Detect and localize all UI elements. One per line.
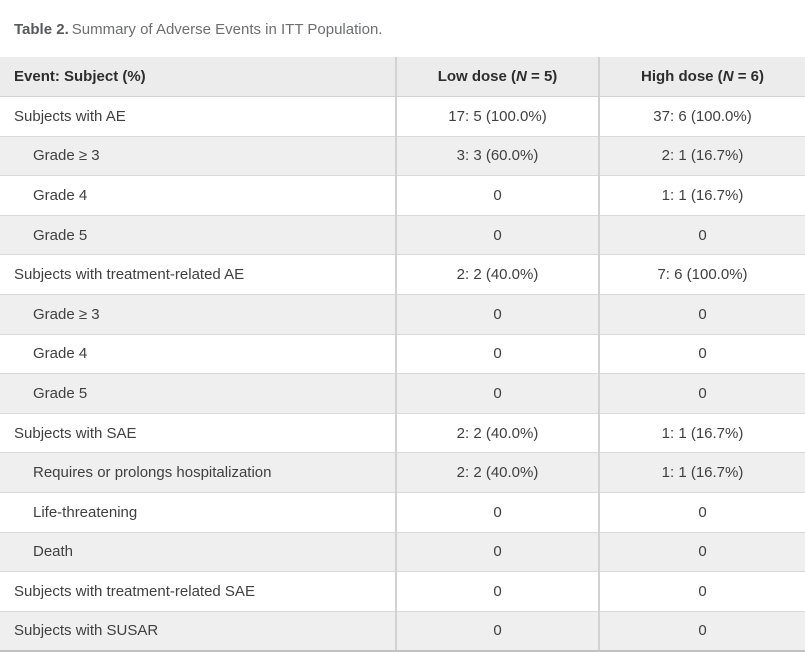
table-row: Subjects with AE 17: 5 (100.0%) 37: 6 (1… — [0, 96, 805, 137]
high-dose-cell: 2: 1 (16.7%) — [598, 136, 805, 177]
table-row: Subjects with treatment-related SAE 0 0 — [0, 571, 805, 612]
high-dose-cell: 1: 1 (16.7%) — [598, 413, 805, 454]
table-row: Requires or prolongs hospitalization 2: … — [0, 452, 805, 494]
low-dose-cell: 2: 2 (40.0%) — [395, 413, 599, 454]
low-dose-cell: 0 — [395, 571, 599, 612]
high-dose-cell: 1: 1 (16.7%) — [598, 175, 805, 216]
high-dose-cell: 0 — [598, 532, 805, 573]
low-dose-cell: 0 — [395, 492, 599, 533]
table-row: Grade 5 0 0 — [0, 373, 805, 414]
high-dose-cell: 0 — [598, 373, 805, 414]
low-dose-cell: 0 — [395, 294, 599, 335]
high-dose-cell: 37: 6 (100.0%) — [598, 96, 805, 137]
event-cell: Subjects with SUSAR — [0, 611, 396, 652]
low-dose-label-pre: Low dose ( — [437, 68, 517, 86]
low-dose-label-post: = 5) — [526, 68, 558, 86]
high-dose-label-pre: High dose ( — [641, 68, 723, 86]
low-dose-cell: 17: 5 (100.0%) — [395, 96, 599, 137]
low-dose-cell: 0 — [395, 334, 599, 375]
table-caption-label: Table 2. — [14, 21, 69, 38]
low-dose-cell: 0 — [395, 175, 599, 216]
table-body: Subjects with AE 17: 5 (100.0%) 37: 6 (1… — [0, 96, 805, 652]
high-dose-cell: 0 — [598, 334, 805, 375]
event-cell: Grade 5 — [0, 215, 396, 256]
adverse-events-table: Event: Subject (%) Low dose (N = 5) High… — [0, 57, 805, 652]
table-caption-text: Summary of Adverse Events in ITT Populat… — [71, 21, 383, 38]
high-dose-cell: 0 — [598, 294, 805, 335]
low-dose-cell: 0 — [395, 373, 599, 414]
header-row: Event: Subject (%) Low dose (N = 5) High… — [0, 57, 805, 98]
high-dose-label-post: = 6) — [733, 68, 764, 86]
event-cell: Grade 4 — [0, 334, 396, 375]
high-dose-cell: 1: 1 (16.7%) — [598, 452, 805, 494]
low-dose-n-symbol: N — [516, 68, 527, 86]
event-cell: Life-threatening — [0, 492, 396, 533]
header-event-subject: Event: Subject (%) — [0, 57, 396, 98]
event-cell: Subjects with AE — [0, 96, 396, 137]
high-dose-cell: 7: 6 (100.0%) — [598, 254, 805, 296]
table-row: Subjects with treatment-related AE 2: 2 … — [0, 254, 805, 296]
low-dose-cell: 0 — [395, 215, 599, 256]
table-row: Grade ≥ 3 0 0 — [0, 294, 805, 335]
event-cell: Subjects with treatment-related SAE — [0, 571, 396, 612]
high-dose-cell: 0 — [598, 215, 805, 256]
event-cell: Subjects with SAE — [0, 413, 396, 454]
table-row: Grade 5 0 0 — [0, 215, 805, 256]
high-dose-cell: 0 — [598, 571, 805, 612]
table-row: Grade 4 0 1: 1 (16.7%) — [0, 175, 805, 216]
header-high-dose: High dose (N = 6) — [598, 57, 805, 98]
table-row: Death 0 0 — [0, 532, 805, 573]
table-row: Grade 4 0 0 — [0, 334, 805, 375]
event-cell: Subjects with treatment-related AE — [0, 254, 396, 296]
low-dose-cell: 2: 2 (40.0%) — [395, 254, 599, 296]
event-cell: Death — [0, 532, 396, 573]
table-row: Life-threatening 0 0 — [0, 492, 805, 533]
table-row: Subjects with SAE 2: 2 (40.0%) 1: 1 (16.… — [0, 413, 805, 454]
low-dose-cell: 2: 2 (40.0%) — [395, 452, 599, 494]
event-cell: Grade ≥ 3 — [0, 136, 396, 177]
event-cell: Grade ≥ 3 — [0, 294, 396, 335]
low-dose-cell: 3: 3 (60.0%) — [395, 136, 599, 177]
table-row: Subjects with SUSAR 0 0 — [0, 611, 805, 652]
event-cell: Grade 5 — [0, 373, 396, 414]
high-dose-cell: 0 — [598, 611, 805, 652]
low-dose-cell: 0 — [395, 532, 599, 573]
event-cell: Grade 4 — [0, 175, 396, 216]
table-row: Grade ≥ 3 3: 3 (60.0%) 2: 1 (16.7%) — [0, 136, 805, 177]
high-dose-n-symbol: N — [722, 68, 734, 86]
event-cell: Requires or prolongs hospitalization — [0, 452, 396, 494]
header-low-dose: Low dose (N = 5) — [395, 57, 599, 98]
low-dose-cell: 0 — [395, 611, 599, 652]
table-caption: Table 2. Summary of Adverse Events in ITT… — [0, 0, 805, 57]
high-dose-cell: 0 — [598, 492, 805, 533]
